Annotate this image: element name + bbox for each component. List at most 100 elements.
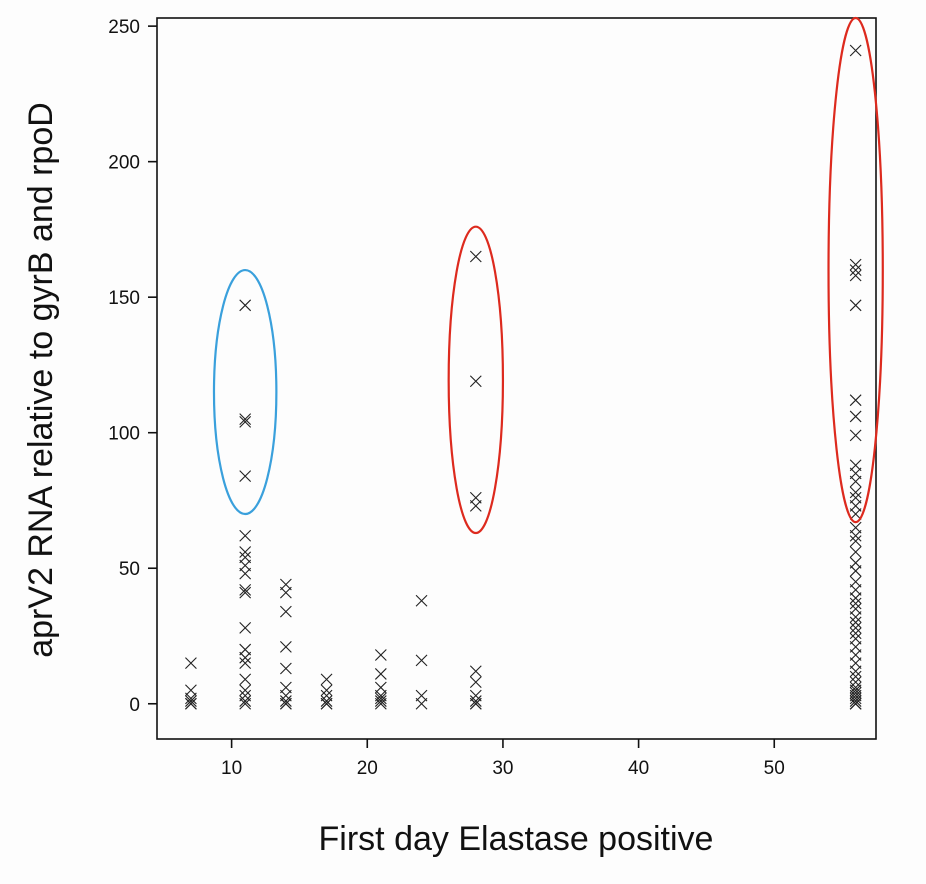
data-point xyxy=(849,459,862,472)
data-point xyxy=(849,670,862,683)
data-point xyxy=(849,676,862,688)
data-point xyxy=(849,475,862,488)
data-point xyxy=(279,697,292,710)
data-point xyxy=(849,657,862,669)
data-point xyxy=(320,689,333,702)
data-point xyxy=(185,697,197,710)
data-point xyxy=(374,695,387,707)
x-tick-label: 50 xyxy=(764,758,785,779)
data-point xyxy=(239,559,252,572)
data-point xyxy=(849,394,862,407)
data-point xyxy=(415,689,428,702)
data-point xyxy=(279,689,292,702)
y-tick-label: 0 xyxy=(129,695,140,716)
data-point xyxy=(239,684,252,697)
data-point xyxy=(849,640,862,653)
data-point xyxy=(239,529,252,542)
data-point xyxy=(279,578,292,591)
data-point xyxy=(239,299,252,312)
data-point xyxy=(415,697,428,710)
highlight-ellipses xyxy=(212,16,884,535)
data-point xyxy=(374,681,387,694)
data-point xyxy=(185,684,197,697)
data-point xyxy=(849,299,862,312)
data-point xyxy=(849,535,862,548)
data-point xyxy=(849,264,862,276)
y-tick-label: 200 xyxy=(108,153,140,174)
data-point xyxy=(239,567,252,580)
x-tick-label: 10 xyxy=(221,758,242,779)
data-point xyxy=(239,651,252,664)
data-point xyxy=(469,250,482,263)
data-point xyxy=(320,697,333,710)
data-point xyxy=(849,44,862,57)
data-point xyxy=(239,657,252,669)
data-point xyxy=(239,584,252,596)
data-point xyxy=(239,586,252,599)
data-point xyxy=(469,500,482,512)
data-point xyxy=(239,697,252,710)
data-point xyxy=(239,470,252,482)
data-point xyxy=(279,681,292,694)
data-point xyxy=(849,546,862,558)
data-point xyxy=(849,695,862,707)
data-point xyxy=(849,529,862,542)
data-point xyxy=(849,689,862,702)
data-point xyxy=(849,687,862,699)
data-point xyxy=(849,508,862,520)
data-points xyxy=(185,44,862,710)
data-point xyxy=(185,692,197,705)
data-point xyxy=(849,603,862,615)
data-point xyxy=(849,584,862,596)
data-point xyxy=(849,621,862,634)
data-point xyxy=(374,697,387,710)
data-point xyxy=(279,662,292,675)
data-point xyxy=(279,586,292,599)
data-point xyxy=(849,649,862,661)
data-point xyxy=(469,695,482,707)
data-point xyxy=(849,556,862,569)
data-point xyxy=(185,657,197,669)
data-point xyxy=(239,689,252,702)
data-point xyxy=(849,665,862,678)
data-point xyxy=(239,415,252,428)
data-point xyxy=(320,695,333,707)
y-axis-title: aprV2 RNA relative to gyrB and rpoD xyxy=(22,102,60,658)
data-point xyxy=(849,627,862,640)
y-tick-label: 100 xyxy=(108,424,140,445)
data-point xyxy=(279,640,292,653)
x-axis-title: First day Elastase positive xyxy=(319,820,714,858)
data-point xyxy=(849,258,862,271)
data-point xyxy=(320,673,333,686)
y-axis: 0 50 100 150 200 250 xyxy=(108,17,157,716)
data-point xyxy=(849,500,862,512)
y-tick-label: 150 xyxy=(108,288,140,309)
x-tick-label: 30 xyxy=(492,758,513,779)
data-point xyxy=(415,594,428,607)
data-point xyxy=(239,695,252,707)
data-point xyxy=(469,491,482,504)
highlight-ellipse xyxy=(212,268,278,516)
y-tick-label: 250 xyxy=(108,17,140,38)
data-point xyxy=(469,665,482,678)
data-point xyxy=(849,597,862,610)
data-point xyxy=(185,695,197,707)
x-tick-label: 20 xyxy=(357,758,378,779)
data-point xyxy=(849,632,862,645)
data-point xyxy=(374,649,387,661)
x-axis: 10 20 30 40 50 xyxy=(221,739,785,779)
data-point xyxy=(469,375,482,388)
data-point xyxy=(239,413,252,426)
data-point xyxy=(374,692,387,705)
data-point xyxy=(849,486,862,499)
data-point xyxy=(239,673,252,686)
data-point xyxy=(849,692,862,705)
data-point xyxy=(849,575,862,588)
data-point xyxy=(849,429,862,442)
data-point xyxy=(849,681,862,694)
data-point xyxy=(239,546,252,558)
data-point xyxy=(849,611,862,623)
data-point xyxy=(415,654,428,667)
data-point xyxy=(849,467,862,480)
